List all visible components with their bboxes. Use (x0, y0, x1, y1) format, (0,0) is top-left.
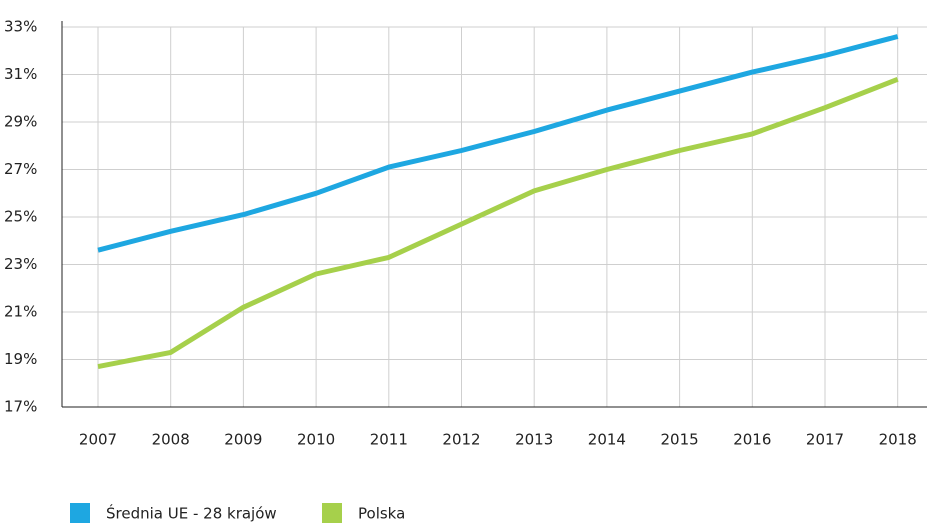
x-tick-label: 2013 (515, 431, 553, 449)
y-tick-label: 31% (4, 65, 37, 83)
x-tick-label: 2009 (224, 431, 262, 449)
x-tick-label: 2016 (733, 431, 771, 449)
y-tick-label: 23% (4, 255, 37, 273)
line-series (97, 76, 899, 370)
legend-swatch (70, 503, 90, 523)
x-tick-label: 2018 (879, 431, 917, 449)
y-tick-label: 33% (4, 18, 37, 36)
x-tick-label: 2007 (79, 431, 117, 449)
x-tick-label: 2017 (806, 431, 844, 449)
x-tick-label: 2008 (152, 431, 190, 449)
x-tick-label: 2015 (661, 431, 699, 449)
legend-label: Polska (358, 505, 405, 523)
legend-label: Średnia UE - 28 krajów (106, 504, 277, 523)
x-tick-label: 2010 (297, 431, 335, 449)
x-tick-label: 2011 (370, 431, 408, 449)
y-tick-label: 19% (4, 350, 37, 368)
x-tick-label: 2012 (442, 431, 480, 449)
y-tick-label: 25% (4, 208, 37, 226)
legend-swatch (322, 503, 342, 523)
line-series (97, 34, 899, 253)
y-tick-label: 27% (4, 160, 37, 178)
y-tick-label: 29% (4, 113, 37, 131)
x-tick-label: 2014 (588, 431, 626, 449)
y-tick-label: 21% (4, 303, 37, 321)
y-tick-label: 17% (4, 398, 37, 416)
